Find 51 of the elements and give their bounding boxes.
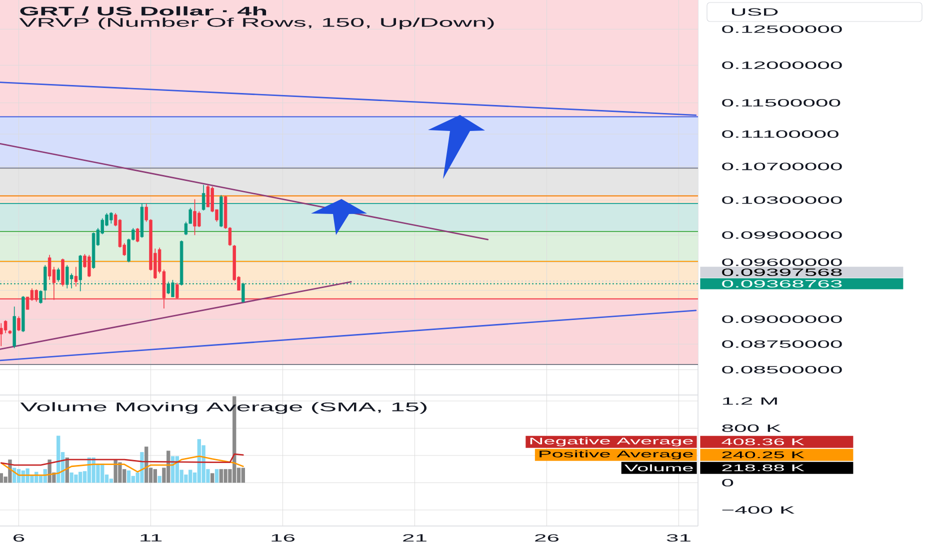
y-tick-label: 0.09600000 xyxy=(722,258,842,266)
y-tick-label: 0.10300000 xyxy=(722,196,842,204)
bar xyxy=(126,470,131,483)
bar xyxy=(109,478,113,483)
bar xyxy=(153,469,157,483)
ref-line-label: 0.09368763 xyxy=(722,280,842,288)
y-tick-label: 0.12000000 xyxy=(722,62,842,69)
text: 408.36 K xyxy=(722,438,804,446)
x-tick-label: 11 xyxy=(140,534,162,542)
text: VRVP (Number Of Rows, 150, Up/Down) xyxy=(19,18,494,30)
text: Negative Average xyxy=(530,437,693,446)
candlestick xyxy=(202,184,206,211)
y-tick-label: 0.09000000 xyxy=(722,316,842,323)
text: 240.25 K xyxy=(722,451,804,458)
y-tick-label: 0.11500000 xyxy=(722,99,840,107)
candlestick xyxy=(39,290,42,304)
bar xyxy=(158,476,162,483)
bar xyxy=(241,468,245,483)
bar xyxy=(210,473,214,483)
y-tick-label: 0.08750000 xyxy=(722,340,842,348)
text: Positive Average xyxy=(540,450,693,460)
candlestick xyxy=(206,184,210,208)
x-tick-label: 26 xyxy=(535,534,559,542)
y-tick-label: 0.09900000 xyxy=(722,231,842,239)
y-tick-label: −400 K xyxy=(722,506,795,514)
x-tick-label: 21 xyxy=(403,534,426,542)
text: Volume xyxy=(624,464,693,472)
candlestick xyxy=(48,254,52,280)
candlestick xyxy=(74,266,78,287)
chart-title: GRT / US Dollar · 4h xyxy=(20,6,266,16)
y-tick-label: 0 xyxy=(722,479,734,486)
x-tick-label: 16 xyxy=(272,534,295,542)
x-tick-label: 6 xyxy=(14,534,24,542)
candlestick xyxy=(17,316,20,332)
x-tick-label: 31 xyxy=(666,534,690,542)
y-tick-label: 0.10700000 xyxy=(722,162,842,170)
y-tick-label: 0.12500000 xyxy=(722,26,842,33)
bar xyxy=(214,469,219,483)
ref-line-label: 0.09397568 xyxy=(722,268,842,276)
y-tick-label: 0.08500000 xyxy=(722,366,842,374)
y-axis-title: USD xyxy=(732,8,778,16)
candlestick xyxy=(4,320,8,334)
y-tick-label: 0.11100000 xyxy=(722,130,838,138)
y-tick-label: 800 K xyxy=(722,424,782,432)
candlestick xyxy=(136,228,140,243)
y-tick-label: 1.2 M xyxy=(722,397,777,405)
text: Volume Moving Average (SMA, 15) xyxy=(20,402,427,414)
line-series xyxy=(0,453,244,466)
candlestick xyxy=(56,267,60,282)
line-series xyxy=(0,455,244,476)
text: 218.88 K xyxy=(722,464,804,472)
